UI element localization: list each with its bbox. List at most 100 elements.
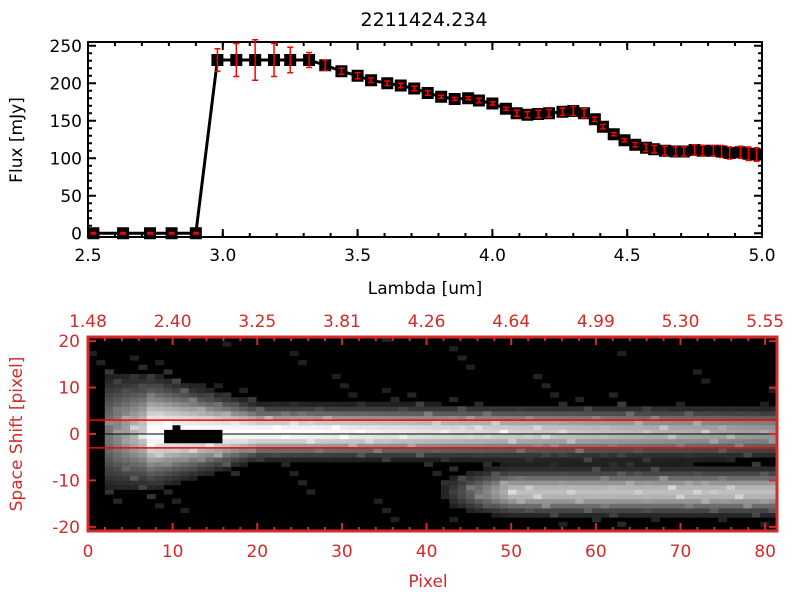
image-pixel — [264, 401, 274, 407]
image-pixel — [743, 475, 753, 481]
image-pixel — [659, 512, 669, 518]
image-pixel — [634, 484, 644, 490]
image-pixel — [382, 438, 391, 444]
image-pixel — [146, 424, 156, 430]
image-pixel — [625, 420, 635, 426]
image-pixel — [155, 392, 165, 398]
image-pixel — [701, 489, 711, 495]
image-pixel — [466, 415, 476, 421]
image-pixel — [608, 410, 618, 417]
image-pixel — [247, 438, 257, 444]
image-pixel — [482, 503, 492, 509]
image-pixel — [340, 406, 349, 412]
image-pixel — [634, 494, 644, 500]
image-pixel — [382, 420, 391, 426]
image-pixel — [205, 461, 215, 467]
image-pixel — [575, 503, 585, 509]
image-pixel — [709, 443, 719, 449]
image-pixel — [180, 397, 190, 403]
image-pixel — [650, 447, 660, 453]
image-pixel — [558, 470, 568, 477]
image-pixel — [230, 434, 240, 440]
image-pixel — [180, 466, 190, 472]
image-pixel — [398, 424, 408, 430]
image-pixel — [726, 452, 736, 458]
image-pixel — [726, 434, 736, 440]
image-pixel — [264, 457, 274, 463]
image-pixel — [650, 415, 660, 421]
image-pixel — [575, 420, 585, 426]
image-pixel — [466, 457, 476, 463]
image-pixel — [583, 424, 593, 430]
top-wavelength-tick-label: 1.48 — [69, 312, 107, 332]
image-pixel — [760, 503, 770, 509]
image-pixel — [718, 512, 728, 518]
image-pixel — [398, 447, 408, 453]
image-pixel — [768, 507, 778, 514]
image-pixel — [155, 457, 165, 463]
image-pixel — [709, 406, 719, 412]
image-pixel — [558, 475, 568, 481]
image-pixel — [692, 369, 702, 375]
image-pixel — [634, 420, 644, 426]
image-pixel — [566, 452, 576, 458]
image-pixel — [600, 466, 610, 472]
image-pixel — [751, 489, 761, 495]
image-pixel — [676, 447, 686, 453]
image-pixel — [634, 489, 644, 495]
image-pixel — [390, 457, 400, 463]
image-pixel — [558, 480, 568, 486]
image-pixel — [113, 498, 123, 504]
image-pixel — [592, 517, 602, 523]
image-pixel — [289, 438, 299, 444]
image-pixel — [163, 410, 173, 417]
image-pixel — [239, 406, 249, 412]
image-pixel — [474, 484, 484, 490]
image-pixel — [314, 415, 324, 421]
image-pixel — [163, 447, 173, 453]
image-pixel — [634, 470, 644, 477]
image-pixel — [298, 447, 307, 453]
image-pixel — [575, 466, 585, 472]
x-tick-label: 4.5 — [614, 246, 641, 266]
image-pixel — [491, 507, 501, 514]
image-pixel — [197, 392, 207, 398]
image-pixel — [449, 406, 459, 412]
error-bar — [672, 146, 679, 157]
image-pixel — [449, 466, 459, 472]
image-pixel — [239, 397, 249, 403]
image-pixel — [516, 507, 526, 514]
image-pixel — [323, 420, 333, 426]
image-pixel — [726, 424, 736, 430]
image-pixel — [407, 447, 417, 453]
image-pixel — [508, 443, 518, 449]
image-pixel — [608, 406, 618, 412]
image-pixel — [356, 438, 366, 444]
image-pixel — [600, 461, 610, 467]
image-pixel — [692, 498, 702, 504]
image-pixel — [508, 457, 518, 463]
image-pixel — [424, 415, 433, 421]
image-pixel — [701, 494, 711, 500]
image-pixel — [558, 484, 568, 490]
image-pixel — [508, 489, 518, 495]
image-pixel — [356, 410, 366, 417]
image-pixel — [449, 397, 459, 403]
image-pixel — [634, 512, 644, 518]
image-pixel — [424, 410, 433, 417]
image-pixel — [524, 415, 534, 421]
image-pixel — [676, 438, 686, 444]
image-pixel — [692, 424, 702, 430]
image-pixel — [214, 424, 223, 430]
image-pixel — [634, 457, 644, 463]
image-pixel — [239, 457, 249, 463]
image-pixel — [734, 475, 744, 481]
image-pixel — [121, 420, 131, 426]
image-pixel — [138, 480, 148, 486]
y-tick-label: 0 — [69, 425, 80, 445]
image-pixel — [634, 503, 644, 509]
image-pixel — [634, 429, 644, 435]
image-pixel — [692, 434, 702, 440]
image-pixel — [340, 447, 349, 453]
image-pixel — [457, 484, 467, 490]
